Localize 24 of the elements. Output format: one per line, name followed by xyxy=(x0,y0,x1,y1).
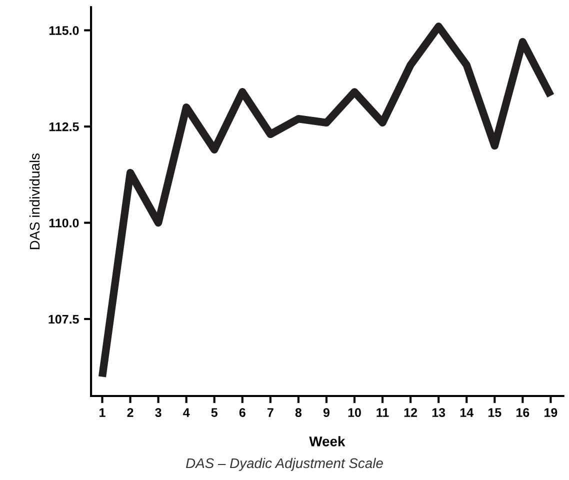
y-tick-label: 107.5 xyxy=(48,314,79,324)
x-tick-label: 8 xyxy=(295,408,302,417)
x-axis-title: Week xyxy=(309,436,346,446)
x-tick-label: 11 xyxy=(376,408,389,417)
x-tick-label: 2 xyxy=(127,408,134,417)
y-axis-title: DAS individuals xyxy=(29,153,40,250)
y-tick-label: 110.0 xyxy=(49,218,79,228)
text: DAS – Dyadic Adjustment Scale xyxy=(186,458,383,471)
x-tick-label: 3 xyxy=(155,408,162,418)
x-tick-label: 14 xyxy=(460,408,474,417)
x-tick-label: 1 xyxy=(100,408,106,417)
y-tick-label: 112.5 xyxy=(49,122,79,132)
y-tick-label: 115.0 xyxy=(49,26,79,35)
x-tick-label: 6 xyxy=(239,408,246,417)
x-tick-label: 10 xyxy=(348,408,361,417)
x-tick-label: 19 xyxy=(544,408,558,417)
x-tick-label: 7 xyxy=(267,408,274,417)
x-tick-label: 9 xyxy=(323,408,330,417)
x-tick-label: 16 xyxy=(516,408,530,417)
x-tick-label: 4 xyxy=(183,408,190,417)
x-tick-label: 12 xyxy=(404,408,418,417)
x-tick-label: 13 xyxy=(432,408,446,418)
x-tick-label: 15 xyxy=(488,408,502,417)
x-tick-label: 5 xyxy=(211,408,218,417)
